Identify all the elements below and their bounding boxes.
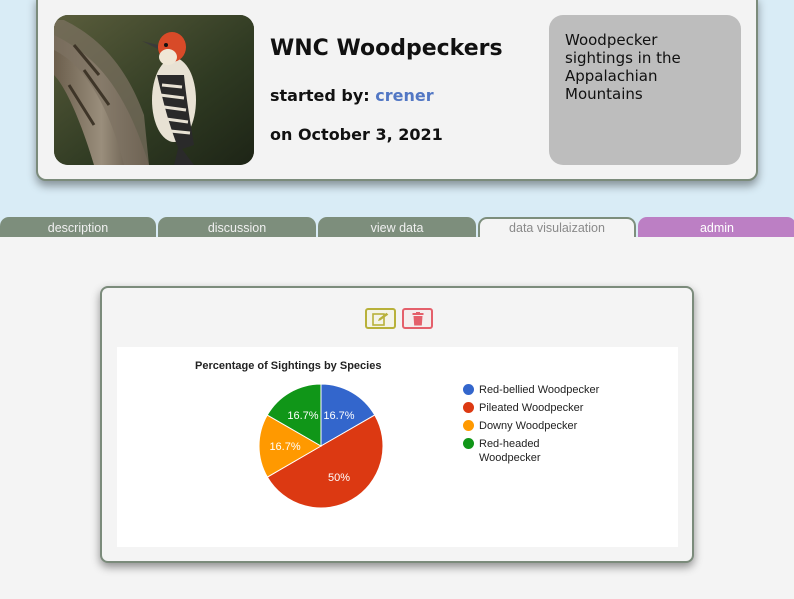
chart-card: Percentage of Sightings by Species 16.7%… [100,286,694,563]
legend-swatch-3 [463,438,474,449]
pie-slice-3[interactable] [266,383,322,447]
tab-description[interactable]: description [0,217,156,237]
legend-swatch-2 [463,420,474,431]
started-by-label: started by: [270,86,370,105]
started-by-line: started by: crener [270,86,434,105]
legend-label-0: Red-bellied Woodpecker [479,384,600,396]
legend-item-3[interactable]: Red-headed Woodpecker [463,437,558,465]
tab-data-visualization[interactable]: data visulaization [478,217,636,237]
pie-chart: Percentage of Sightings by Species 16.7%… [117,347,678,547]
legend-label-1: Pileated Woodpecker [479,402,584,414]
legend-item-1[interactable]: Pileated Woodpecker [463,401,623,415]
legend-swatch-1 [463,402,474,413]
tab-bar: description discussion view data data vi… [0,217,794,237]
project-header-card: WNC Woodpeckers started by: crener on Oc… [36,0,758,181]
tab-view-data[interactable]: view data [318,217,476,237]
project-description: Woodpecker sightings in the Appalachian … [549,15,741,165]
tab-discussion[interactable]: discussion [158,217,316,237]
pie-slice-2[interactable] [258,414,322,478]
woodpecker-photo [54,15,254,165]
edit-icon [371,312,388,326]
pie-slice-label-2: 16.7% [269,441,300,453]
edit-button[interactable] [365,308,396,329]
legend-label-2: Downy Woodpecker [479,420,578,432]
legend-item-2[interactable]: Downy Woodpecker [463,419,623,433]
author-link[interactable]: crener [375,86,434,105]
pie-plot: 16.7% 50% 16.7% 16.7% [258,383,384,509]
pie-slice-0[interactable] [320,383,376,447]
legend-item-0[interactable]: Red-bellied Woodpecker [463,383,623,397]
pie-slice-label-3: 16.7% [287,410,318,422]
pie-slice-1[interactable] [266,414,384,509]
pie-slice-label-0: 16.7% [323,410,354,422]
legend-swatch-0 [463,384,474,395]
project-title: WNC Woodpeckers [270,36,503,61]
pie-slice-label-1: 50% [328,472,350,484]
start-date: on October 3, 2021 [270,125,443,144]
tab-admin[interactable]: admin [638,217,794,237]
chart-title: Percentage of Sightings by Species [195,360,382,372]
delete-button[interactable] [402,308,433,329]
legend-label-3: Red-headed Woodpecker [479,438,541,464]
trash-icon [412,311,423,325]
chart-legend: Red-bellied Woodpecker Pileated Woodpecke… [463,383,653,469]
